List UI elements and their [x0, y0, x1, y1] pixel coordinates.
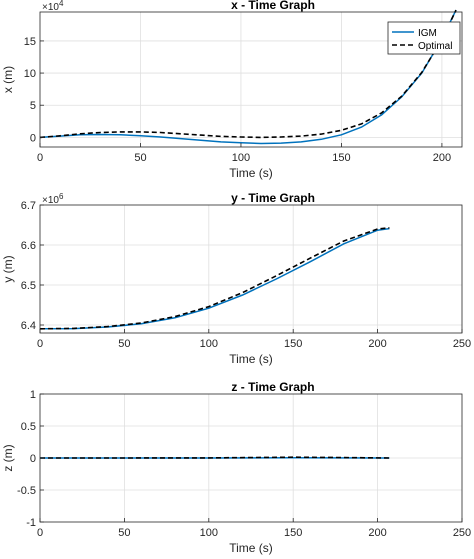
y-tick-label: 6.5	[21, 280, 36, 292]
x-tick-label: 100	[200, 338, 218, 350]
chart-panel-1: 0 50 100 150 200 0 5 10 15 ×104 x - Time Graph Time…	[1, 0, 463, 180]
chart-title: y - Time Graph	[231, 191, 315, 205]
x-tick-label: 200	[368, 338, 386, 350]
legend-label-igm: IGM	[418, 28, 437, 39]
x-tick-label: 150	[284, 338, 302, 350]
axes-box	[39, 204, 463, 334]
x-axis-label: Time (s)	[229, 166, 273, 180]
x-tick-label: 0	[37, 338, 43, 350]
x-axis-label: Time (s)	[229, 541, 273, 555]
y-tick-label: 6.4	[21, 320, 36, 332]
exponent-base: ×10	[42, 195, 59, 206]
x-tick-label: 200	[368, 527, 386, 539]
x-tick-label: 0	[37, 527, 43, 539]
x-tick-label: 100	[200, 527, 218, 539]
x-tick-label: 250	[453, 527, 471, 539]
series-line-igm	[39, 9, 457, 145]
y-axis-label: y (m)	[1, 255, 15, 282]
chart-panel-2: 0 50 100 150 200 250 6.4 6.5 6.6 6.7 ×106 y - Time …	[1, 191, 471, 366]
y-tick-label: 0.5	[21, 421, 36, 433]
exponent-power: 4	[59, 0, 64, 8]
plot-area	[40, 205, 462, 333]
x-tick-label: 50	[118, 527, 130, 539]
series-line-optimal	[39, 9, 457, 139]
y-tick-label: 10	[24, 68, 36, 80]
x-tick-label: 250	[453, 338, 471, 350]
x-tick-label: 0	[37, 152, 43, 164]
x-tick-label: 50	[118, 338, 130, 350]
legend-label-optimal: Optimal	[418, 41, 452, 52]
y-tick-label: -0.5	[17, 485, 36, 497]
y-axis-label: x (m)	[1, 66, 15, 93]
exponent-base: ×10	[42, 2, 59, 13]
exponent-power: 6	[59, 192, 64, 201]
y-tick-label: 6.6	[21, 240, 36, 252]
x-axis-label: Time (s)	[229, 352, 273, 366]
legend-box	[387, 21, 461, 55]
y-axis-label: z (m)	[1, 444, 15, 471]
y-tick-label: 0	[30, 453, 36, 465]
y-tick-label: 5	[30, 100, 36, 112]
chart-title: x - Time Graph	[231, 0, 315, 12]
axes-box	[39, 11, 463, 148]
y-tick-label: 0	[30, 132, 36, 144]
y-exponent-label: ×104	[42, 0, 64, 13]
y-tick-label: 1	[30, 389, 36, 401]
x-tick-label: 50	[134, 152, 146, 164]
y-tick-label: 15	[24, 36, 36, 48]
series-line-igm	[39, 227, 390, 330]
x-tick-label: 100	[232, 152, 250, 164]
legend: IGM Optimal	[387, 21, 461, 55]
y-tick-label: 6.7	[21, 200, 36, 212]
series-line-optimal	[40, 456, 390, 459]
x-tick-label: 150	[332, 152, 350, 164]
chart-title: z - Time Graph	[231, 380, 314, 394]
y-exponent-label: ×106	[42, 192, 64, 206]
x-tick-label: 150	[284, 527, 302, 539]
chart-panel-3: 0 50 100 150 200 250 -1 -0.5 0 0.5 1 z - Time Graph…	[1, 380, 471, 555]
y-tick-label: -1	[26, 517, 36, 529]
x-tick-label: 200	[433, 152, 451, 164]
